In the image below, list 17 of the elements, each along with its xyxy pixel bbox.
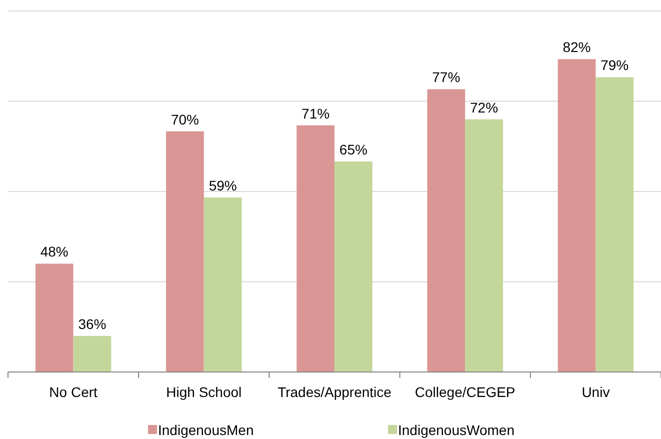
data-label: 71% [302, 105, 330, 122]
data-label: 77% [432, 69, 460, 86]
x-tick-label: College/CEGEP [414, 384, 516, 400]
data-label: 70% [170, 111, 199, 128]
x-tick-label: No Cert [49, 384, 98, 400]
x-tick-label: Trades/Apprentice [278, 384, 392, 400]
data-label: 82% [562, 39, 591, 56]
x-tick-label: Univ [582, 384, 610, 400]
data-label: 36% [78, 316, 106, 332]
legend-label: IndigenousWomen [398, 422, 514, 438]
data-label: 59% [208, 178, 237, 194]
x-tick-label: High School [166, 384, 242, 400]
data-label: 72% [470, 99, 498, 116]
legend-label: IndigenousMen [158, 422, 254, 438]
data-label: 48% [40, 244, 68, 260]
data-label: 65% [339, 141, 368, 158]
data-label: 79% [600, 57, 629, 74]
